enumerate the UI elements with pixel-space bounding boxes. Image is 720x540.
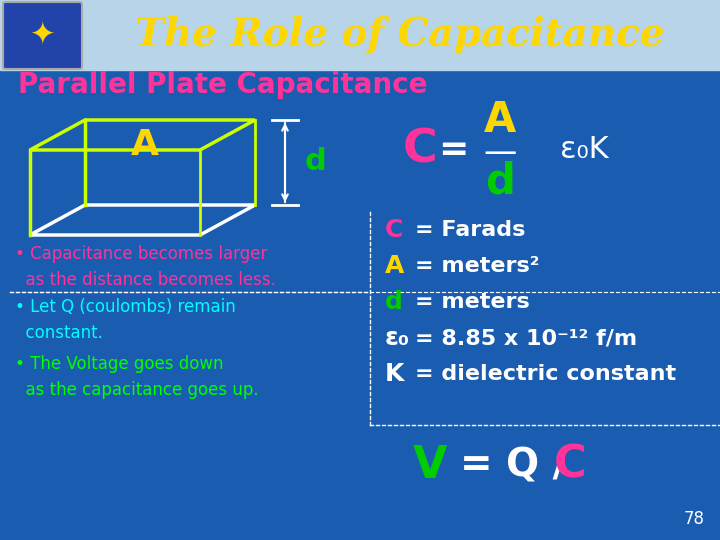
Text: Parallel Plate Capacitance: Parallel Plate Capacitance <box>18 71 428 99</box>
Text: = Q /: = Q / <box>460 446 567 484</box>
Text: =: = <box>438 133 468 167</box>
Text: V: V <box>413 443 447 487</box>
Text: ε₀: ε₀ <box>385 326 410 350</box>
Bar <box>0 0 720 70</box>
Text: A: A <box>385 254 405 278</box>
Text: A: A <box>484 99 516 141</box>
FancyBboxPatch shape <box>3 2 82 69</box>
Text: • Capacitance becomes larger
  as the distance becomes less.: • Capacitance becomes larger as the dist… <box>15 245 276 289</box>
Text: d: d <box>485 161 515 203</box>
Text: ε₀K: ε₀K <box>560 136 608 165</box>
Text: ✦: ✦ <box>30 21 55 50</box>
Text: = meters: = meters <box>415 292 530 312</box>
Text: K: K <box>385 362 405 386</box>
Text: —: — <box>483 137 517 170</box>
Text: = meters²: = meters² <box>415 256 539 276</box>
Text: d: d <box>385 290 403 314</box>
Text: The Role of Capacitance: The Role of Capacitance <box>135 16 665 54</box>
Text: = 8.85 x 10⁻¹² f/m: = 8.85 x 10⁻¹² f/m <box>415 328 637 348</box>
Text: 78: 78 <box>684 510 705 528</box>
Text: = Farads: = Farads <box>415 220 526 240</box>
Text: • Let Q (coulombs) remain
  constant.: • Let Q (coulombs) remain constant. <box>15 298 235 342</box>
Text: = dielectric constant: = dielectric constant <box>415 364 676 384</box>
Text: C: C <box>554 443 586 487</box>
Text: C: C <box>385 218 403 242</box>
Text: C: C <box>402 127 437 172</box>
Text: • The Voltage goes down
  as the capacitance goes up.: • The Voltage goes down as the capacitan… <box>15 355 258 400</box>
Text: d: d <box>305 147 327 177</box>
Text: A: A <box>131 128 159 162</box>
